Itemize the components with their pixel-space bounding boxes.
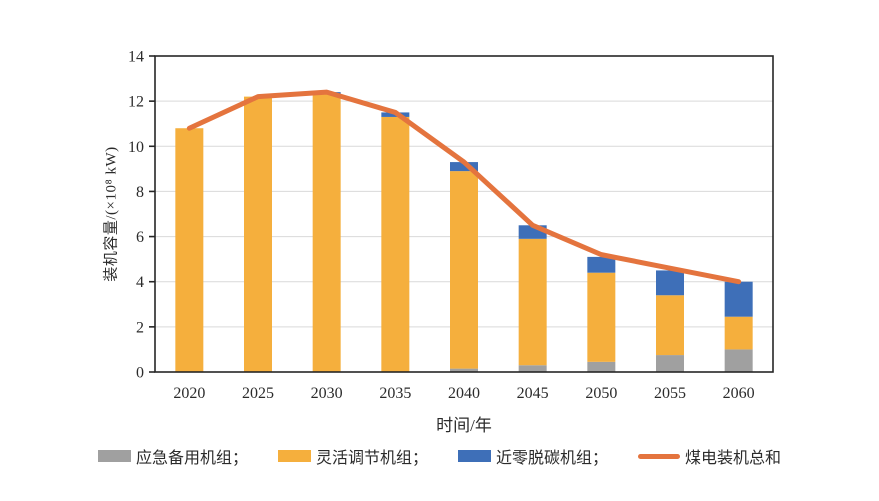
y-tick-label: 14 <box>128 49 144 66</box>
legend-label: 近零脱碳机组； <box>496 450 609 467</box>
total-line <box>186 89 742 285</box>
x-axis-title: 时间/年 <box>436 416 492 435</box>
x-tick-label: 2035 <box>379 385 411 402</box>
bar-segment-series1 <box>312 94 341 372</box>
x-tick-label: 2030 <box>311 385 343 402</box>
bar-segment-series1 <box>587 272 616 362</box>
blue-bar-swatch <box>458 450 491 462</box>
y-tick-label: 8 <box>136 184 144 201</box>
gray-bar-swatch <box>97 450 131 462</box>
bar-segment-series1 <box>244 96 272 372</box>
y-tick-label: 2 <box>136 319 144 336</box>
y-tick-label: 0 <box>136 365 144 382</box>
x-tick-label: 2060 <box>723 385 755 402</box>
y-tick-label: 10 <box>128 139 144 156</box>
bar-segment-series2 <box>656 270 684 296</box>
bar-segment-series1 <box>450 171 478 369</box>
legend-item-emergency-backup: 应急备用机组； <box>97 444 248 468</box>
y-tick-label: 6 <box>136 229 144 246</box>
bar-segment-series0 <box>518 365 547 372</box>
x-tick-label: 2025 <box>242 385 274 402</box>
y-tick-label: 4 <box>136 274 144 291</box>
bar-segment-series2 <box>724 281 753 317</box>
x-tick-label: 2050 <box>585 385 617 402</box>
x-tick-label: 2055 <box>654 385 686 402</box>
legend-item-flexible-regulation: 灵活调节机组； <box>277 444 428 468</box>
bar-segment-series1 <box>518 238 547 366</box>
bar-segment-series2 <box>450 162 478 172</box>
bar-segment-series0 <box>587 361 616 372</box>
legend-label: 煤电装机总和 <box>685 450 782 467</box>
x-tick-label: 2020 <box>173 385 205 402</box>
bar-segment-series0 <box>656 355 684 372</box>
legend-label: 灵活调节机组； <box>315 450 428 467</box>
legend: 应急备用机组； 灵活调节机组； 近零脱碳机组； 煤电装机总和 <box>0 444 879 468</box>
bar-segment-series2 <box>587 256 616 273</box>
bar-segment-series1 <box>656 295 684 356</box>
bar-segment-series1 <box>724 316 753 350</box>
bar-segment-series0 <box>724 349 753 372</box>
y-axis-title: 装机容量/(×10⁸ kW) <box>103 146 120 282</box>
bar-segment-series0 <box>450 368 478 372</box>
bar-segment-series1 <box>175 128 204 372</box>
yellow-bar-swatch <box>277 450 311 462</box>
bar-segment-series1 <box>381 116 410 372</box>
plot-border <box>154 55 774 373</box>
legend-item-near-zero-decarbon: 近零脱碳机组； <box>458 444 608 468</box>
y-tick-label: 12 <box>128 94 144 111</box>
legend-item-total-coal-power: 煤电装机总和 <box>638 444 781 468</box>
x-tick-label: 2040 <box>448 385 480 402</box>
orange-line-swatch <box>638 453 681 459</box>
legend-label: 应急备用机组； <box>135 450 248 467</box>
x-tick-label: 2045 <box>517 385 549 402</box>
